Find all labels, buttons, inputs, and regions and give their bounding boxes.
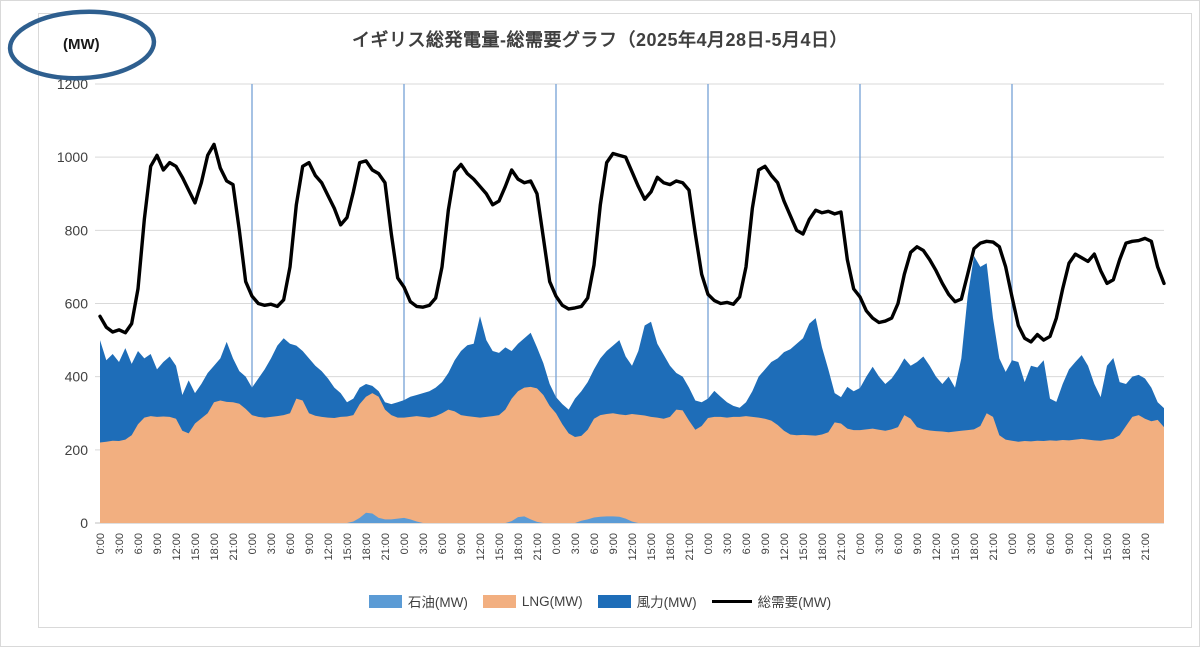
x-tick-label: 0:00: [551, 533, 563, 554]
x-tick-label: 18:00: [969, 533, 981, 561]
legend-item-lng: LNG(MW): [482, 593, 583, 609]
lng-series-swatch-icon: [482, 594, 516, 608]
x-tick-label: 21:00: [1140, 533, 1152, 561]
x-tick-label: 12:00: [779, 533, 791, 561]
x-tick-label: 21:00: [684, 533, 696, 561]
y-tick-label: 600: [65, 296, 89, 312]
x-tick-label: 3:00: [418, 533, 430, 554]
x-tick-label: 12:00: [1083, 533, 1095, 561]
x-tick-label: 9:00: [456, 533, 468, 554]
x-tick-label: 9:00: [152, 533, 164, 554]
x-tick-label: 12:00: [627, 533, 639, 561]
x-tick-label: 21:00: [380, 533, 392, 561]
oil-area: [100, 512, 1164, 523]
legend-item-demand: 総需要(MW): [711, 591, 832, 611]
x-tick-label: 0:00: [703, 533, 715, 554]
x-tick-label: 12:00: [323, 533, 335, 561]
x-tick-label: 6:00: [893, 533, 905, 554]
x-tick-label: 0:00: [95, 533, 107, 554]
legend-item-wind: 風力(MW): [597, 591, 697, 611]
x-tick-label: 15:00: [950, 533, 962, 561]
x-tick-label: 18:00: [665, 533, 677, 561]
y-tick-label: 1000: [57, 149, 88, 165]
x-tick-label: 3:00: [266, 533, 278, 554]
x-tick-label: 12:00: [171, 533, 183, 561]
x-tick-label: 6:00: [437, 533, 449, 554]
x-tick-label: 0:00: [1007, 533, 1019, 554]
x-tick-label: 3:00: [114, 533, 126, 554]
x-tick-label: 15:00: [342, 533, 354, 561]
x-tick-label: 3:00: [874, 533, 886, 554]
x-tick-label: 12:00: [931, 533, 943, 561]
x-tick-label: 21:00: [988, 533, 1000, 561]
demand-line: [98, 142, 1166, 344]
x-tick-label: 15:00: [494, 533, 506, 561]
x-tick-label: 18:00: [817, 533, 829, 561]
x-tick-label: 0:00: [855, 533, 867, 554]
x-tick-label: 9:00: [304, 533, 316, 554]
x-tick-label: 21:00: [228, 533, 240, 561]
chart-title: イギリス総発電量-総需要グラフ（2025年4月28日-5月4日）: [351, 30, 849, 50]
x-tick-label: 0:00: [399, 533, 411, 554]
x-tick-label: 15:00: [1102, 533, 1114, 561]
x-tick-label: 3:00: [570, 533, 582, 554]
y-tick-label: 0: [80, 515, 88, 531]
x-tick-label: 15:00: [190, 533, 202, 561]
y-tick-label: 400: [65, 369, 89, 385]
chart-legend: 石油(MW) LNG(MW) 風力(MW) 総需要(MW): [0, 591, 1200, 611]
x-tick-label: 18:00: [361, 533, 373, 561]
x-tick-label: 6:00: [741, 533, 753, 554]
legend-label-wind: 風力(MW): [636, 595, 697, 610]
lng-area: [100, 386, 1164, 523]
x-tick-label: 12:00: [475, 533, 487, 561]
x-tick-label: 6:00: [1045, 533, 1057, 554]
x-tick-label: 6:00: [589, 533, 601, 554]
x-tick-label: 9:00: [760, 533, 772, 554]
x-tick-label: 18:00: [1121, 533, 1133, 561]
x-tick-label: 18:00: [209, 533, 221, 561]
x-tick-label: 9:00: [608, 533, 620, 554]
y-tick-label: 800: [65, 222, 89, 238]
x-tick-label: 21:00: [836, 533, 848, 561]
x-tick-label: 6:00: [285, 533, 297, 554]
oil-series-swatch-icon: [368, 594, 402, 608]
demand-series-line-icon: [711, 599, 752, 603]
x-tick-label: 21:00: [532, 533, 544, 561]
x-tick-label: 3:00: [722, 533, 734, 554]
x-tick-label: 15:00: [646, 533, 658, 561]
y-axis-unit-label: (MW): [63, 36, 100, 53]
x-tick-label: 3:00: [1026, 533, 1038, 554]
wind-series-swatch-icon: [597, 594, 631, 608]
legend-label-oil: 石油(MW): [407, 595, 468, 610]
x-tick-label: 15:00: [798, 533, 810, 561]
chart-frame: [38, 13, 1192, 628]
x-tick-label: 9:00: [912, 533, 924, 554]
x-tick-label: 18:00: [513, 533, 525, 561]
x-tick-label: 9:00: [1064, 533, 1076, 554]
x-tick-label: 6:00: [133, 533, 145, 554]
legend-label-demand: 総需要(MW): [757, 595, 832, 610]
mw-ellipse-annotation: [7, 9, 157, 81]
y-tick-label: 200: [65, 442, 89, 458]
legend-item-oil: 石油(MW): [368, 591, 468, 611]
x-tick-label: 0:00: [247, 533, 259, 554]
legend-label-lng: LNG(MW): [521, 593, 583, 609]
